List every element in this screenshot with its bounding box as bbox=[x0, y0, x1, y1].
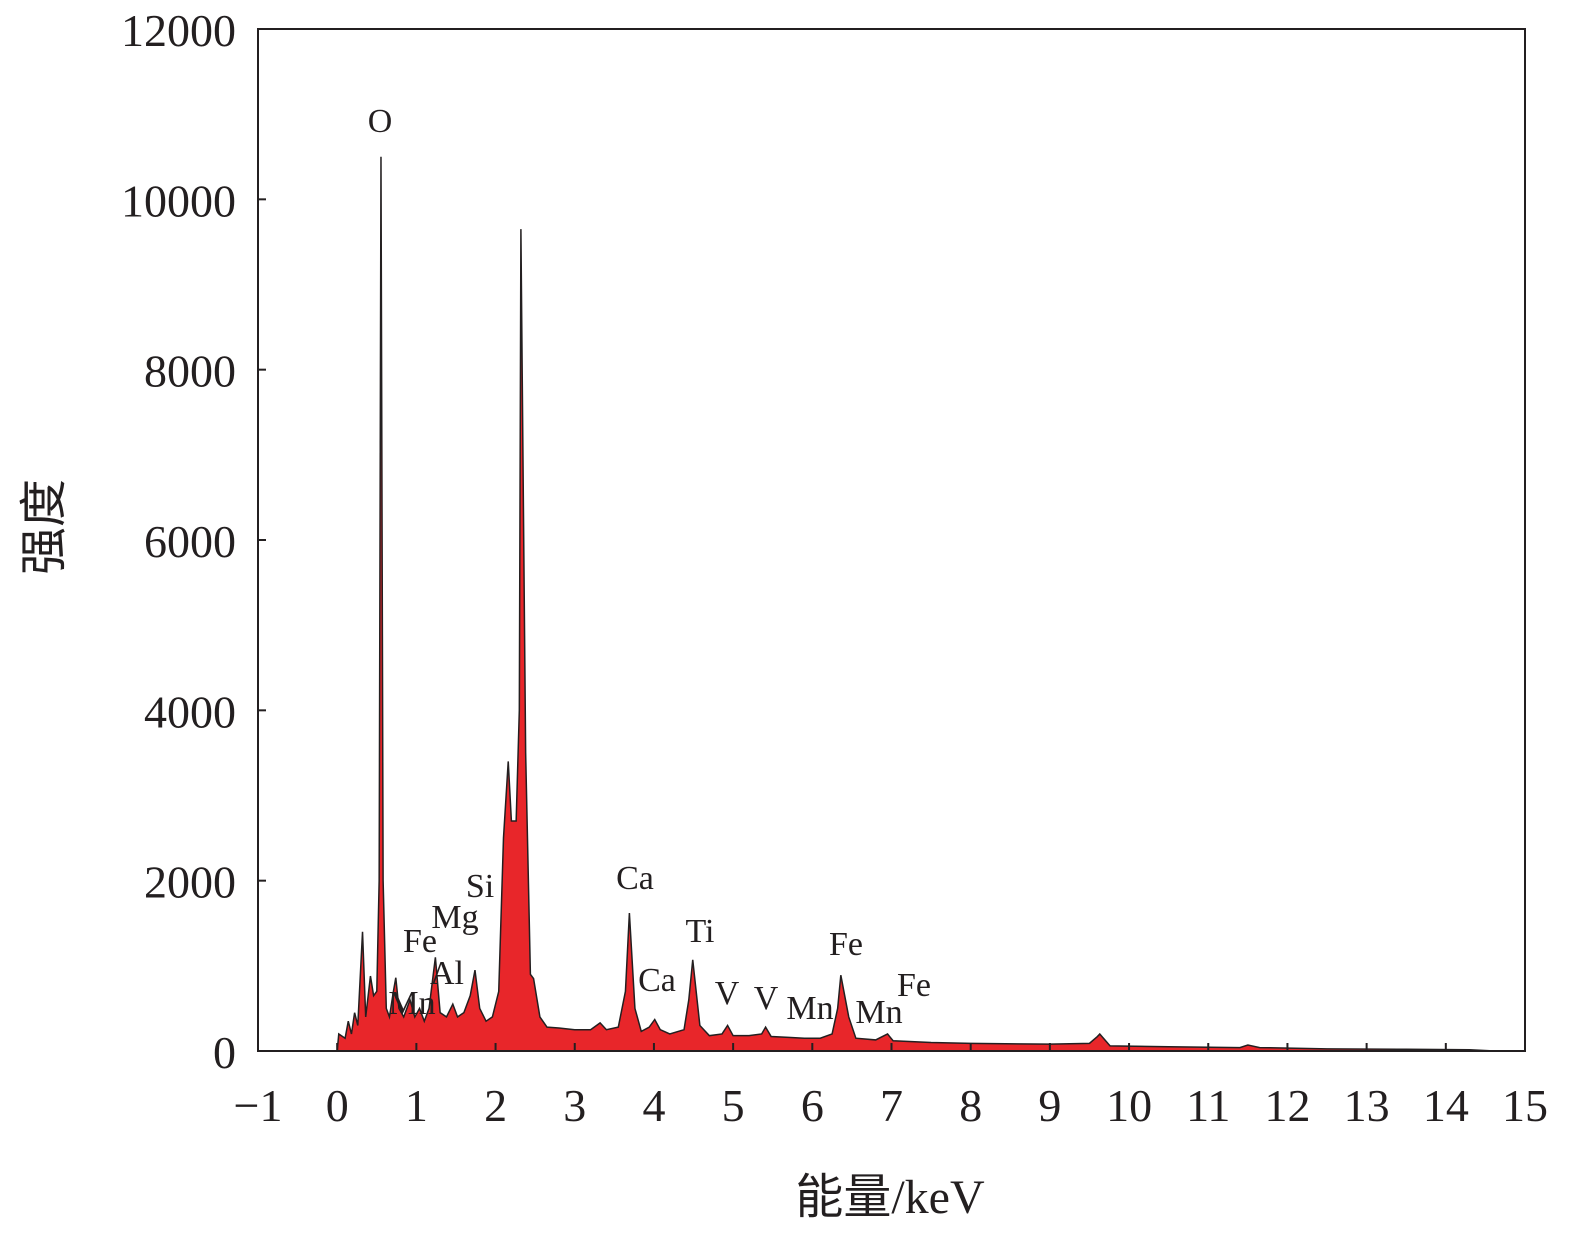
y-tick-label: 6000 bbox=[144, 516, 236, 567]
peak-label: Al bbox=[430, 955, 464, 992]
peak-label: Mn bbox=[388, 985, 435, 1022]
y-tick-label: 0 bbox=[213, 1027, 236, 1078]
peak-label: Fe bbox=[403, 923, 437, 960]
x-tick-label: 4 bbox=[642, 1080, 665, 1131]
y-axis-label: 强度 bbox=[18, 479, 71, 575]
x-tick-label: 7 bbox=[880, 1080, 903, 1131]
x-tick-label: 0 bbox=[326, 1080, 349, 1131]
x-tick-label: 1 bbox=[405, 1080, 428, 1131]
x-tick-label: 8 bbox=[959, 1080, 982, 1131]
peak-label: Si bbox=[466, 868, 494, 905]
x-axis-label: 能量/keV bbox=[795, 1171, 985, 1224]
x-tick-label: 9 bbox=[1038, 1080, 1061, 1131]
peak-label: Ti bbox=[685, 913, 714, 950]
x-tick-label: 11 bbox=[1186, 1080, 1230, 1131]
peak-label: Fe bbox=[829, 926, 863, 963]
area-fill bbox=[337, 156, 1495, 1051]
y-tick-label: 10000 bbox=[121, 175, 236, 226]
y-tick-label: 2000 bbox=[144, 857, 236, 908]
spectrum-line bbox=[336, 156, 1495, 1052]
y-tick-label: 4000 bbox=[144, 686, 236, 737]
peak-label: Mn bbox=[855, 994, 902, 1031]
x-tick-label: 3 bbox=[563, 1080, 586, 1131]
x-tick-label: −1 bbox=[234, 1080, 283, 1131]
peak-label: Mg bbox=[431, 899, 478, 936]
x-tick-label: 14 bbox=[1423, 1080, 1469, 1131]
peak-label: O bbox=[368, 103, 393, 140]
y-tick-label: 12000 bbox=[121, 5, 236, 56]
peak-label: V bbox=[754, 980, 779, 1017]
x-tick-label: 6 bbox=[801, 1080, 824, 1131]
x-tick-label: 15 bbox=[1502, 1080, 1548, 1131]
peak-label: Ca bbox=[638, 962, 676, 999]
plot-frame bbox=[257, 28, 1526, 1052]
peak-label: Fe bbox=[897, 967, 931, 1004]
x-tick-label: 5 bbox=[722, 1080, 745, 1131]
x-tick-label: 10 bbox=[1106, 1080, 1152, 1131]
y-tick-label: 8000 bbox=[144, 346, 236, 397]
peak-label: V bbox=[715, 975, 740, 1012]
x-tick-label: 2 bbox=[484, 1080, 507, 1131]
x-tick-label: 12 bbox=[1264, 1080, 1310, 1131]
peak-label: Mn bbox=[786, 990, 833, 1027]
x-tick-label: 13 bbox=[1344, 1080, 1390, 1131]
peak-label: Ca bbox=[616, 860, 654, 897]
